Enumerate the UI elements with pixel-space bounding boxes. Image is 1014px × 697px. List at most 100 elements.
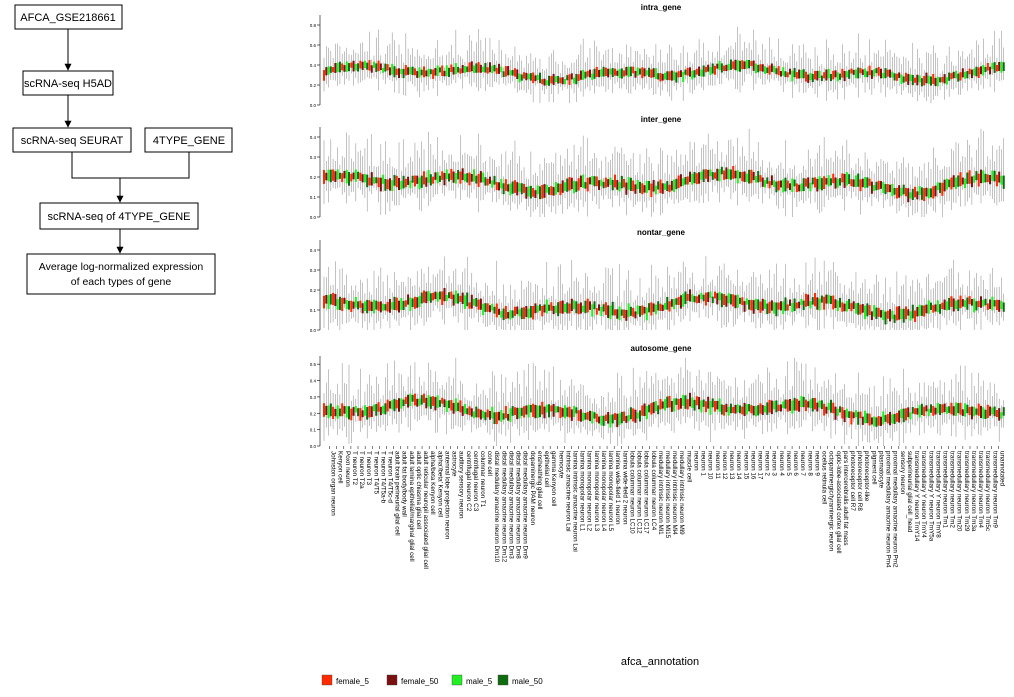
box-iqr xyxy=(479,298,482,310)
box-iqr xyxy=(650,183,653,198)
box-iqr xyxy=(384,403,387,415)
box-iqr xyxy=(657,181,660,190)
box-iqr xyxy=(779,180,782,188)
box-iqr xyxy=(757,64,760,73)
box-iqr xyxy=(507,312,510,319)
box-iqr xyxy=(357,408,360,417)
box-iqr xyxy=(329,169,332,183)
box-iqr xyxy=(604,414,607,421)
box-iqr xyxy=(804,71,807,82)
box-iqr xyxy=(768,399,771,413)
box-iqr xyxy=(579,409,582,422)
box-iqr xyxy=(882,411,885,425)
box-iqr xyxy=(538,186,541,200)
box-iqr xyxy=(766,402,769,415)
x-tick-label: alpha'/beta' Kenyon cell xyxy=(436,451,443,517)
box-iqr xyxy=(754,63,757,74)
box-iqr xyxy=(536,185,539,195)
box-iqr xyxy=(495,67,498,74)
box-iqr xyxy=(357,63,360,72)
x-tick-label: neuron 5 xyxy=(785,451,792,476)
box-iqr xyxy=(386,179,389,190)
box-iqr xyxy=(754,298,757,310)
panel-nontar_gene: nontar_gene 0.0 0.1 0.2 0.3 0.4 xyxy=(310,228,1005,333)
x-tick-label: adult optic chiasma glial cell xyxy=(415,451,422,529)
x-tick-label: transmedullary Y neuron TmY8 xyxy=(934,451,941,538)
box-iqr xyxy=(750,169,753,184)
box-iqr xyxy=(854,175,857,188)
box-iqr xyxy=(404,65,407,76)
box-iqr xyxy=(823,296,826,310)
box-iqr xyxy=(918,185,921,195)
y-tick-label: 0.0 xyxy=(310,215,317,220)
box-iqr xyxy=(475,63,478,73)
x-tick-label: distal medullary amacrine neuron Dm3 xyxy=(507,451,514,559)
y-tick-label: 0.6 xyxy=(310,43,317,48)
x-tick-label: distal medullary amacrine neuron Dm8 xyxy=(515,451,522,559)
box-iqr xyxy=(347,172,351,186)
box-iqr xyxy=(743,402,746,417)
x-tick-label: pigment cell xyxy=(870,451,877,485)
box-iqr xyxy=(379,301,382,313)
box-iqr xyxy=(372,404,376,412)
box-iqr xyxy=(561,408,564,417)
box-iqr xyxy=(827,294,830,304)
box-iqr xyxy=(759,175,762,182)
box-iqr xyxy=(475,406,478,418)
box-iqr xyxy=(895,73,898,81)
box-iqr xyxy=(993,170,996,182)
box-iqr xyxy=(334,63,337,73)
box-iqr xyxy=(473,65,476,73)
box-iqr xyxy=(784,399,787,409)
box-iqr xyxy=(843,173,846,188)
box-iqr xyxy=(845,300,848,312)
box-iqr xyxy=(441,397,444,404)
box-iqr xyxy=(779,71,782,77)
box-iqr xyxy=(498,308,501,315)
box-iqr xyxy=(518,73,521,83)
box-iqr xyxy=(654,304,657,315)
box-iqr xyxy=(932,73,935,85)
box-iqr xyxy=(659,73,662,82)
box-iqr xyxy=(879,68,882,79)
box-iqr xyxy=(459,400,462,413)
box-iqr xyxy=(977,300,980,307)
legend-label: female_50 xyxy=(401,677,439,686)
x-tick-label: hemocyte xyxy=(557,451,564,479)
box-iqr xyxy=(770,175,773,186)
box-iqr xyxy=(943,403,946,413)
box-iqr xyxy=(616,413,619,428)
box-iqr xyxy=(372,299,376,314)
box-iqr xyxy=(332,67,335,73)
box-iqr xyxy=(586,70,589,77)
box-iqr xyxy=(804,293,807,307)
box-iqr xyxy=(691,70,694,80)
box-iqr xyxy=(470,408,473,417)
box-iqr xyxy=(600,306,603,317)
box-iqr xyxy=(529,73,532,81)
box-iqr xyxy=(427,170,430,183)
box-iqr xyxy=(768,65,771,75)
box-iqr xyxy=(557,302,560,317)
box-iqr xyxy=(950,296,953,307)
box-iqr xyxy=(575,407,578,414)
box-iqr xyxy=(623,411,626,422)
x-tick-label: adult fat body/body wall xyxy=(401,451,408,517)
box-iqr xyxy=(870,181,873,194)
box-iqr xyxy=(429,293,432,303)
box-iqr xyxy=(841,68,844,78)
y-tick-label: 0.1 xyxy=(310,428,317,433)
box-iqr xyxy=(841,173,844,183)
box-iqr xyxy=(761,405,764,415)
box-iqr xyxy=(829,73,832,82)
box-iqr xyxy=(532,305,535,320)
box-iqr xyxy=(866,71,869,78)
box-iqr xyxy=(441,65,444,77)
box-iqr xyxy=(968,407,971,416)
box-iqr xyxy=(734,170,737,179)
box-iqr xyxy=(502,183,505,195)
box-iqr xyxy=(575,181,578,192)
box-iqr xyxy=(648,181,651,191)
box-iqr xyxy=(964,178,967,189)
legend-label: male_50 xyxy=(512,677,543,686)
